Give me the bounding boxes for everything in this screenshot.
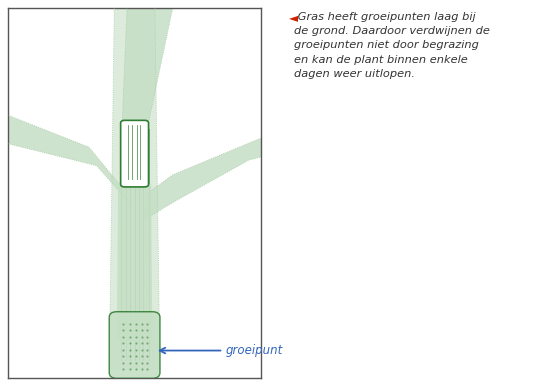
Polygon shape <box>142 129 325 221</box>
Polygon shape <box>0 110 129 203</box>
Text: Gras heeft groeipunten laag bij
de grond. Daardoor verdwijnen de
groeipunten nie: Gras heeft groeipunten laag bij de grond… <box>294 12 490 79</box>
Polygon shape <box>109 8 160 369</box>
Text: groeipunt: groeipunt <box>226 344 283 357</box>
FancyBboxPatch shape <box>120 120 149 187</box>
FancyBboxPatch shape <box>109 312 160 378</box>
Polygon shape <box>117 184 152 341</box>
Text: ◄: ◄ <box>289 12 297 25</box>
Polygon shape <box>122 8 173 129</box>
